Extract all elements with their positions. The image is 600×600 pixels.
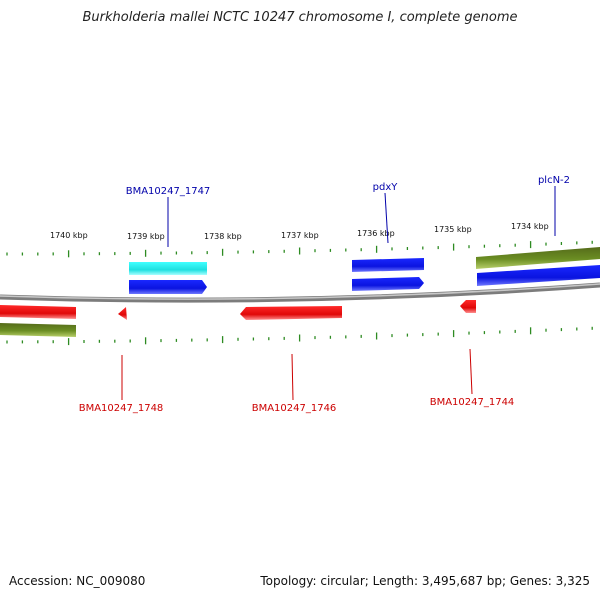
scale-ticks-bottom	[6, 326, 593, 346]
gene-bma10247-1747-highlight[interactable]	[129, 262, 207, 275]
genome-summary-text: Topology: circular; Length: 3,495,687 bp…	[260, 574, 590, 588]
label-plcn-2: plcN-2	[538, 175, 570, 186]
leader-bma10247-1746	[291, 353, 294, 401]
operon-top-right[interactable]	[476, 247, 600, 269]
label-bma10247-1747: BMA10247_1747	[126, 186, 211, 197]
scale-label-1740: 1740 kbp	[50, 231, 88, 240]
chromosome-backbone	[0, 282, 600, 303]
scale-label-1738: 1738 kbp	[204, 232, 242, 241]
scale-ticks-top	[6, 240, 593, 258]
label-bma10247-1744: BMA10247_1744	[430, 397, 515, 408]
scale-label-1734: 1734 kbp	[511, 222, 549, 231]
gene-bma10247-1746[interactable]	[240, 306, 342, 320]
gene-pdxy[interactable]	[352, 277, 424, 291]
leader-bma10247-1744	[469, 348, 473, 395]
label-pdxy: pdxY	[373, 182, 399, 193]
gene-left-reverse[interactable]	[0, 305, 76, 319]
leader-pdxy	[384, 192, 389, 244]
accession-text: Accession: NC_009080	[9, 574, 146, 588]
scale-label-1737: 1737 kbp	[281, 231, 319, 240]
operon-bottom-left[interactable]	[0, 323, 76, 337]
scale-label-1739: 1739 kbp	[127, 232, 165, 241]
label-bma10247-1746: BMA10247_1746	[252, 403, 337, 414]
label-bma10247-1748: BMA10247_1748	[79, 403, 164, 414]
gene-bma10247-1744[interactable]	[460, 300, 476, 313]
gene-pdxy-upper[interactable]	[352, 258, 424, 272]
gene-bma10247-1747[interactable]	[129, 280, 207, 294]
gene-bma10247-1748[interactable]	[118, 307, 127, 320]
map-title: Burkholderia mallei NCTC 10247 chromosom…	[82, 10, 518, 25]
gene-plcn-2[interactable]	[477, 265, 600, 286]
scale-label-1735: 1735 kbp	[434, 225, 472, 234]
scale-label-1736: 1736 kbp	[357, 229, 395, 238]
